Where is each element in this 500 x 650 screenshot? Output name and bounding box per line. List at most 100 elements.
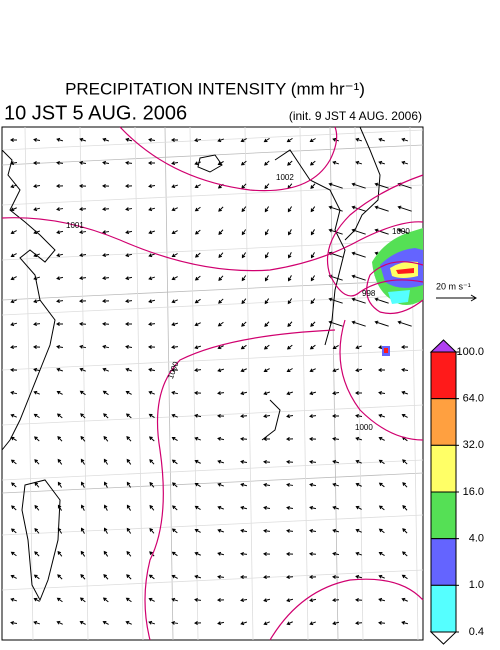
wind-arrow — [378, 528, 385, 534]
wind-arrow — [125, 184, 133, 188]
wind-arrow — [126, 574, 132, 580]
wind-arrow — [241, 252, 247, 259]
wind-arrow — [264, 206, 270, 213]
wind-arrow — [57, 436, 63, 442]
wind-arrow — [148, 413, 155, 419]
wind-arrow — [102, 184, 110, 188]
wind-arrow — [194, 574, 202, 579]
wind-arrow — [149, 504, 155, 511]
wind-arrow — [194, 298, 201, 304]
wind-arrow — [309, 621, 316, 626]
wind-arrow — [34, 551, 40, 557]
isobar — [326, 174, 424, 297]
isobar — [1, 217, 424, 272]
wind-arrow — [310, 206, 316, 213]
wind-arrow — [148, 322, 156, 327]
wind-arrow — [148, 207, 156, 212]
wind-arrow — [56, 413, 63, 419]
wind-arrow — [33, 597, 40, 602]
wind-arrow — [240, 160, 247, 166]
wind-arrow — [263, 368, 270, 373]
wind-arrow — [57, 550, 63, 557]
precip — [384, 348, 388, 353]
wind-arrow — [240, 621, 247, 626]
wind-arrow — [217, 505, 224, 510]
isobar-label: 1002 — [276, 173, 294, 182]
wind-arrow — [194, 206, 201, 212]
wind-arrow — [10, 207, 17, 212]
wind-arrow — [102, 207, 110, 212]
wind-arrow — [287, 298, 293, 305]
wind-arrow — [309, 368, 316, 373]
meridian — [164, 126, 174, 641]
wind-arrow — [355, 413, 363, 418]
wind-arrow — [10, 574, 17, 579]
wind-arrow — [148, 367, 156, 372]
coast — [261, 399, 281, 441]
wind-arrow — [374, 182, 389, 189]
wind-arrow — [171, 551, 178, 557]
wind-arrow — [79, 253, 87, 258]
wind-arrow — [310, 183, 316, 189]
wind-arrow — [217, 436, 225, 441]
wind-arrow — [263, 575, 271, 580]
wind-arrow — [194, 551, 201, 556]
wind-arrow — [378, 160, 386, 165]
wind-arrow — [56, 299, 64, 304]
wind-arrow — [126, 436, 132, 442]
wind-arrow — [194, 597, 202, 602]
wind-arrow — [217, 391, 225, 396]
wind-arrow — [402, 551, 408, 557]
graticule — [1, 126, 424, 641]
wind-arrow — [102, 390, 109, 396]
wind-arrow — [194, 413, 202, 418]
wind-arrow — [33, 184, 41, 189]
wind-arrow — [287, 229, 292, 236]
wind-arrow — [148, 137, 156, 142]
wind-arrow — [378, 551, 385, 556]
wind-arrow — [149, 551, 155, 557]
isobar-label: 1000 — [355, 423, 373, 432]
wind-arrow — [355, 160, 363, 165]
wind-arrow — [10, 459, 17, 465]
wind-arrow — [171, 276, 178, 281]
parallel — [1, 129, 424, 151]
wind-arrow — [194, 184, 201, 189]
parallel — [1, 514, 424, 536]
wind-arrow — [378, 620, 386, 625]
wind-arrow — [57, 481, 63, 488]
valid-time: 10 JST 5 AUG. 2006 — [4, 102, 187, 124]
wind-arrow — [309, 551, 317, 556]
wind-arrow — [378, 390, 386, 395]
wind-arrow — [397, 205, 412, 212]
wind-arrow — [103, 481, 108, 488]
wind-arrow — [241, 229, 247, 236]
wind-arrow — [103, 527, 108, 534]
wind-arrow — [355, 621, 363, 626]
wind-arrow — [217, 621, 225, 626]
wind-arrow — [79, 299, 87, 304]
meridian — [244, 126, 254, 641]
wind-arrow — [309, 391, 317, 396]
wind-arrow — [218, 206, 224, 212]
wind-arrow — [56, 276, 64, 281]
wind-arrow — [102, 367, 109, 372]
wind-arrow — [102, 620, 109, 625]
wind-arrow — [102, 230, 110, 235]
wind-arrow — [240, 505, 248, 510]
wind-arrow — [33, 253, 40, 258]
wind-arrow — [125, 137, 133, 142]
scale-arrowhead — [470, 294, 477, 302]
wind-arrow — [194, 229, 201, 235]
wind-arrow — [125, 597, 132, 603]
wind-arrow — [10, 345, 18, 350]
wind-arrow — [194, 161, 201, 166]
wind-arrow — [355, 391, 363, 395]
wind-arrow — [125, 367, 132, 372]
colorbar: 100.0 64.0 32.0 16.0 4.0 1.0 0.4 — [429, 339, 484, 645]
wind-arrow — [79, 344, 87, 349]
wind-arrow — [355, 482, 362, 487]
wind-arrow — [332, 621, 340, 626]
wind-arrow — [125, 253, 133, 258]
